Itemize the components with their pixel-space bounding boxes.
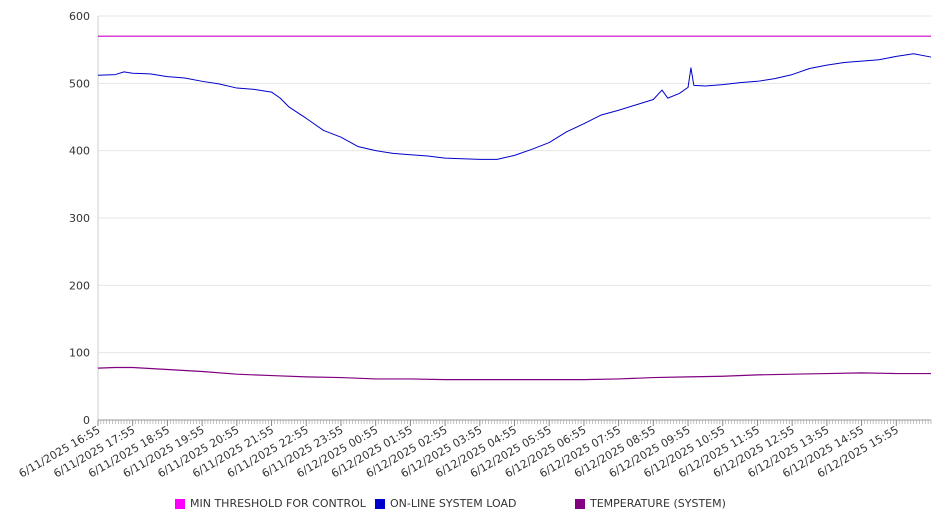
y-tick-label: 200 xyxy=(69,279,90,292)
legend-item-system-load: ON-LINE SYSTEM LOAD xyxy=(375,497,516,510)
y-tick-label: 0 xyxy=(83,414,90,427)
series-line-2 xyxy=(97,366,931,381)
legend-label-min-threshold: MIN THRESHOLD FOR CONTROL xyxy=(190,497,366,510)
legend-swatch-system-load xyxy=(375,498,385,509)
series-line-1 xyxy=(97,53,932,160)
x-tick-labels: 6/11/2025 16:556/11/2025 17:556/11/2025 … xyxy=(17,423,901,480)
grid-lines xyxy=(98,15,931,354)
series-lines xyxy=(97,35,932,381)
legend-swatch-temperature xyxy=(575,498,585,509)
y-tick-label: 100 xyxy=(69,347,90,360)
legend-item-temperature: TEMPERATURE (SYSTEM) xyxy=(575,497,726,510)
legend: MIN THRESHOLD FOR CONTROL ON-LINE SYSTEM… xyxy=(0,497,946,515)
y-tick-label: 400 xyxy=(69,145,90,158)
y-tick-label: 300 xyxy=(69,212,90,225)
y-tick-label: 600 xyxy=(69,10,90,23)
legend-swatch-min-threshold xyxy=(175,498,185,509)
legend-label-system-load: ON-LINE SYSTEM LOAD xyxy=(390,497,517,510)
legend-item-min-threshold: MIN THRESHOLD FOR CONTROL xyxy=(175,497,366,510)
y-tick-labels: 0 100 200 300 400 500 600 xyxy=(69,10,90,427)
legend-label-temperature: TEMPERATURE (SYSTEM) xyxy=(590,497,726,510)
axes xyxy=(97,16,932,426)
y-tick-label: 500 xyxy=(69,77,90,90)
